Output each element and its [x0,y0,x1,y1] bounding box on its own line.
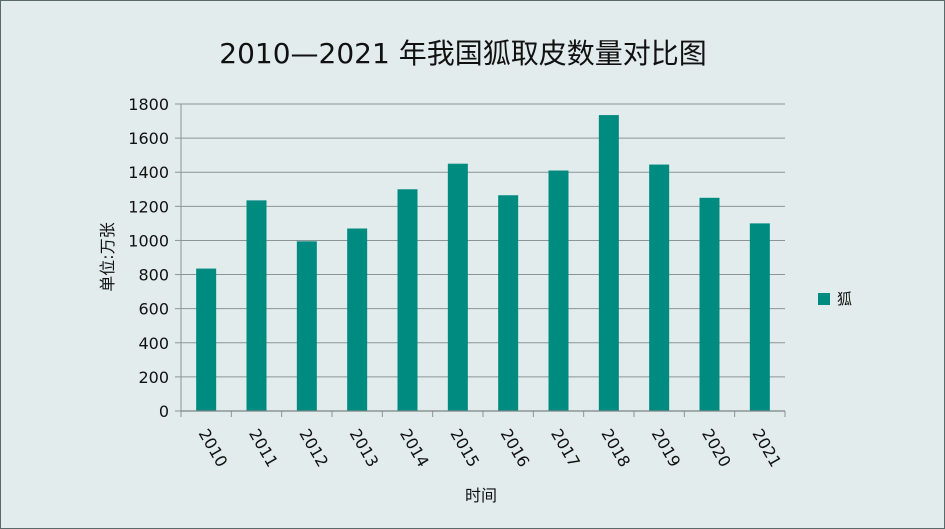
legend-swatch [818,293,830,305]
y-axis-label: 单位:万张 [98,222,117,291]
chart-title: 2010—2021 年我国狐取皮数量对比图 [219,37,706,70]
y-tick-label: 200 [138,368,169,387]
y-tick-label: 1000 [128,231,169,250]
x-tick-label: 2017 [547,426,584,471]
bar [548,170,569,411]
y-tick-label: 1400 [128,163,169,182]
bar [296,241,317,411]
bar [598,115,619,411]
bar [749,223,770,411]
x-axis-ticks: 2010 2011 2012 2013 2014 2015 2016 2017 2018 2019… [180,410,786,471]
y-tick-label: 800 [138,266,169,285]
y-tick-label: 0 [159,402,169,421]
y-axis-ticks: 0 200 400 600 800 1000 1200 1400 1600 1800 [128,95,181,421]
bar [347,228,368,411]
y-tick-label: 1800 [128,95,169,114]
y-tick-label: 600 [138,300,169,319]
legend-label: 狐 [837,290,852,308]
bar [447,163,468,411]
bar [649,164,670,411]
x-tick-label: 2011 [245,426,282,471]
bar [196,268,217,411]
x-tick-label: 2013 [346,426,383,471]
legend: 狐 [818,290,852,308]
x-tick-label: 2012 [295,426,332,471]
x-tick-label: 2010 [195,426,232,471]
x-tick-label: 2015 [446,426,483,471]
x-tick-label: 2016 [497,426,534,471]
bar [397,189,418,411]
bar [498,195,519,411]
y-tick-label: 400 [138,334,169,353]
x-tick-label: 2019 [648,426,685,471]
x-tick-label: 2014 [396,426,433,471]
x-tick-label: 2018 [597,426,634,471]
x-axis-label: 时间 [465,486,497,505]
x-tick-label: 2021 [748,426,785,471]
bar [699,197,720,411]
x-tick-label: 2020 [698,426,735,471]
bars [196,115,770,411]
y-tick-label: 1600 [128,129,169,148]
grid-lines [180,103,785,412]
y-tick-label: 1200 [128,197,169,216]
bar [246,200,267,411]
